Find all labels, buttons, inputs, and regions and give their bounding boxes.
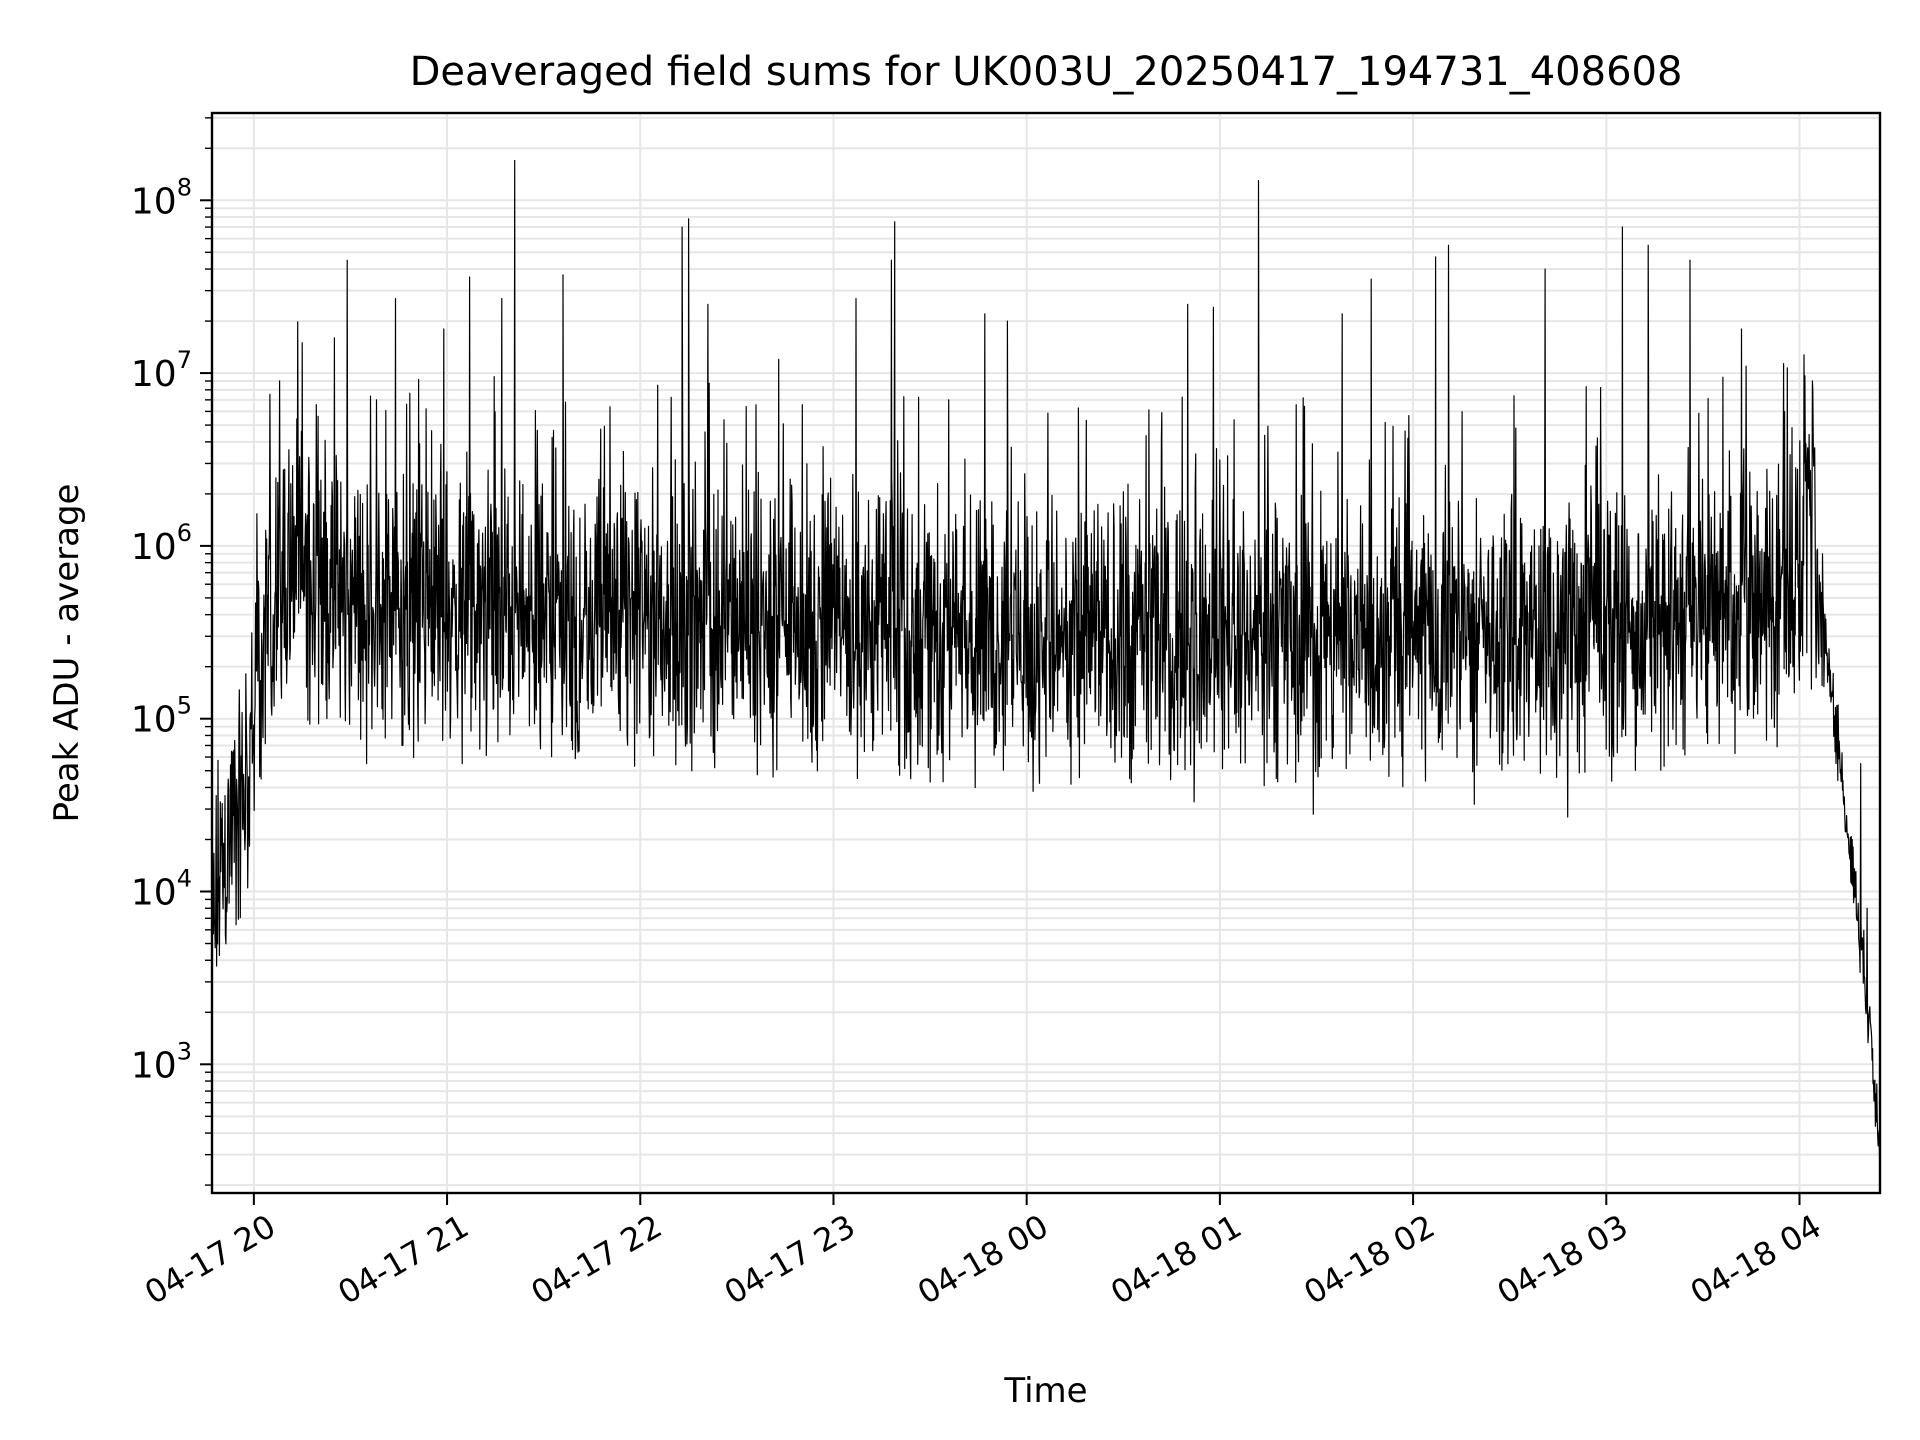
series-line	[212, 159, 1880, 1169]
plot-frame	[210, 111, 1882, 1195]
y-tick-label: 107	[131, 346, 192, 395]
y-axis-label: Peak ADU - average	[47, 484, 87, 823]
chart-title: Deaveraged field sums for UK003U_2025041…	[410, 49, 1683, 95]
y-tick-label: 108	[131, 173, 192, 222]
y-tick-label: 105	[131, 692, 192, 741]
y-axis-ticks: 103 104 105 106 107 108	[131, 117, 212, 1186]
grid	[212, 113, 1880, 1193]
series-layer	[212, 159, 1880, 1169]
y-tick-label: 103	[131, 1037, 192, 1086]
y-tick-label: 106	[131, 519, 192, 568]
x-axis-label: Time	[1003, 1371, 1087, 1411]
y-tick-label: 104	[131, 865, 192, 914]
